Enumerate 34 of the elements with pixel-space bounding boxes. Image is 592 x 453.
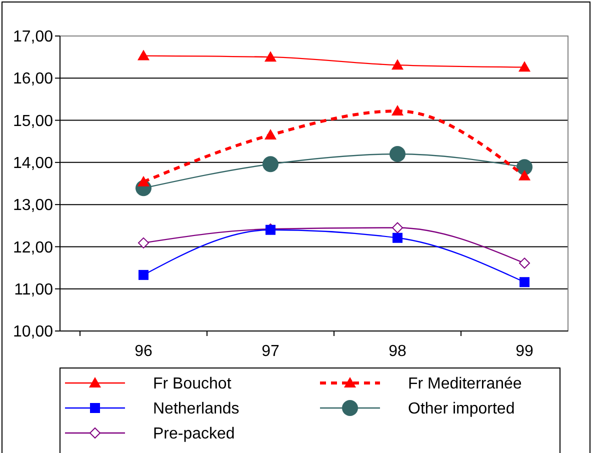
point <box>520 277 530 288</box>
legend-label: Fr Bouchot <box>153 376 232 393</box>
point <box>262 156 278 172</box>
point <box>138 50 150 60</box>
point <box>390 146 406 162</box>
point <box>264 129 276 140</box>
y-tick-label: 16,00 <box>12 70 54 88</box>
y-tick-label: 12,00 <box>12 239 54 256</box>
point <box>516 159 532 176</box>
point <box>392 232 402 243</box>
point <box>264 51 276 62</box>
point <box>518 61 530 72</box>
point <box>518 170 530 180</box>
point <box>138 270 148 280</box>
x-tick-label: 99 <box>516 343 534 360</box>
y-tick-label: 15,00 <box>12 112 54 130</box>
legend-label: Other imported <box>408 400 515 418</box>
point <box>138 176 150 186</box>
point <box>392 222 403 234</box>
x-tick-label: 98 <box>388 343 406 360</box>
y-tick-label: 11,00 <box>14 281 54 298</box>
legend-label: Pre-packed <box>153 426 235 443</box>
point <box>519 258 530 269</box>
point <box>392 59 404 70</box>
point <box>392 105 404 116</box>
legend-label: Fr Mediterranée <box>408 376 522 393</box>
x-tick-label: 97 <box>262 343 280 360</box>
y-tick-label: 10,00 <box>12 324 54 341</box>
y-tick-label: 13,00 <box>12 197 54 214</box>
x-tick-label: 96 <box>134 343 152 360</box>
y-tick-label: 17,00 <box>12 28 54 46</box>
y-tick-label: 14,00 <box>12 155 54 172</box>
point <box>138 237 149 248</box>
legend-label: Netherlands <box>153 400 240 418</box>
